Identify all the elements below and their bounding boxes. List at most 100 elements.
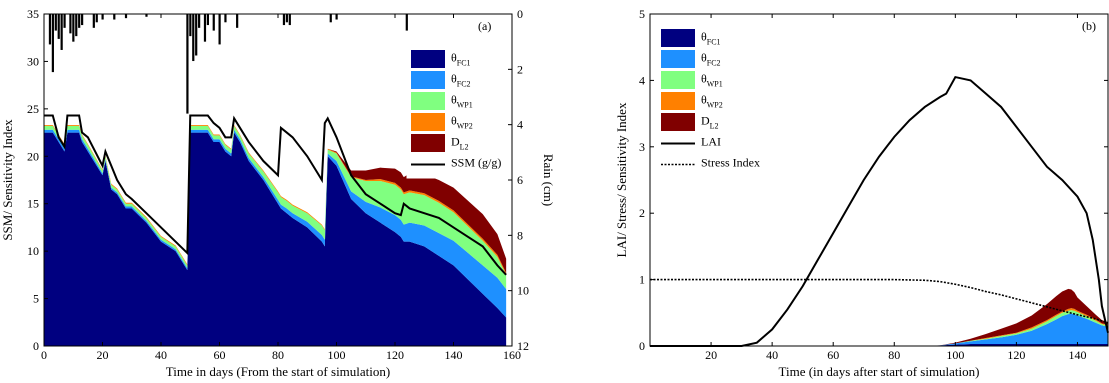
y-tick-label: 15	[27, 197, 39, 211]
line-b-Stress Index	[650, 278, 1109, 324]
legend-label: DL2	[451, 135, 469, 152]
x-axis-label: Time (in days after start of simulation)	[779, 364, 980, 379]
rain-bar	[224, 14, 227, 23]
legend-label-base: θ	[451, 72, 457, 86]
legend-label: θWP1	[451, 93, 473, 110]
rain-bar	[57, 14, 60, 39]
legend-label: θFC1	[451, 51, 471, 68]
legend-label-sub: WP1	[457, 101, 473, 110]
y2-tick-label: 10	[517, 284, 529, 298]
y-tick-label: 20	[27, 149, 39, 163]
legend-label-base: θ	[451, 114, 457, 128]
legend-swatch	[411, 134, 445, 152]
x-tick-label: 160	[503, 348, 521, 362]
area-b-θWP1	[650, 310, 1108, 346]
rain-bar	[186, 14, 189, 114]
legend-label-base: θ	[451, 51, 457, 65]
legend-label: θWP1	[701, 72, 723, 89]
panel-label: (a)	[478, 19, 491, 33]
legend-label: Stress Index	[701, 156, 760, 170]
legend-label-sub: L2	[460, 143, 469, 152]
legend-label-base: θ	[451, 93, 457, 107]
legend-label-sub: FC2	[457, 80, 471, 89]
x-tick-label: 20	[705, 348, 717, 362]
rain-bar	[198, 14, 201, 28]
chart-panel-b: 20 40 60 80 100 120 140 0 1 2 3 4 5 Time (in days aft…	[614, 7, 1109, 379]
y-axis-label: LAI/ Stress/ Sensitivity Index	[614, 102, 629, 257]
rain-bar	[81, 14, 84, 26]
legend-label-sub: L2	[710, 122, 719, 131]
legend-label: SSM (g/g)	[451, 156, 501, 170]
y-tick-label: 4	[639, 73, 645, 87]
rain-bar	[54, 14, 57, 31]
legend-label-sub: WP2	[707, 101, 723, 110]
legend-label-sub: FC2	[707, 59, 721, 68]
x-tick-label: 120	[386, 348, 404, 362]
y-tick-label: 5	[639, 7, 645, 21]
legend-label: θFC2	[451, 72, 471, 89]
legend-label: θFC2	[701, 51, 721, 68]
x-tick-label: 40	[766, 348, 778, 362]
x-axis-label: Time in days (From the start of simulati…	[166, 364, 390, 379]
rain-bar	[48, 14, 52, 45]
y2-tick-label: 8	[517, 228, 523, 242]
x-tick-label: 60	[214, 348, 226, 362]
legend-swatch	[661, 29, 695, 47]
x-tick-label: 60	[827, 348, 839, 362]
rain-bar	[285, 14, 288, 23]
y2-tick-label: 2	[517, 62, 523, 76]
legend-label: θFC1	[701, 30, 721, 47]
y2-tick-label: 4	[517, 118, 523, 132]
legend-label-base: D	[451, 135, 460, 149]
rain-bar	[329, 14, 332, 23]
rain-bar	[113, 14, 116, 20]
y-tick-label: 3	[639, 140, 645, 154]
legend-label-sub: FC1	[457, 59, 471, 68]
y-tick-label: 0	[33, 339, 39, 353]
legend-label-base: θ	[701, 72, 707, 86]
rain-bar	[206, 14, 209, 26]
x-tick-label: 40	[155, 348, 167, 362]
legend-label-sub: WP1	[707, 80, 723, 89]
x-tick-label: 120	[1007, 348, 1025, 362]
legend-swatch	[411, 71, 445, 89]
x-tick-label: 100	[946, 348, 964, 362]
legend-swatch	[661, 50, 695, 68]
rain-bar	[78, 14, 81, 28]
rain-bar	[189, 14, 192, 37]
rain-bar	[195, 14, 198, 56]
rain-bar	[75, 14, 78, 37]
area-b-θWP2	[650, 308, 1108, 346]
chart-panel-a: 0 20 40 60 80 100 120 140 160 0 5 10 15 20 25 30 35 0 2 4 6 8…	[0, 7, 556, 379]
y2-tick-label: 12	[517, 339, 529, 353]
rain-bar	[63, 14, 66, 28]
rain-bar	[95, 14, 98, 23]
y-tick-label: 1	[639, 273, 645, 287]
rain-bar	[192, 14, 195, 62]
legend-label-base: Stress Index	[701, 156, 760, 170]
area-b-DL2	[650, 288, 1108, 346]
x-tick-label: 80	[272, 348, 284, 362]
legend-label-sub: WP2	[457, 122, 473, 131]
legend-swatch	[661, 71, 695, 89]
panel-label: (b)	[1082, 19, 1096, 33]
x-tick-label: 0	[41, 348, 47, 362]
y2-tick-label: 6	[517, 173, 523, 187]
rain-bar	[145, 14, 148, 17]
legend-swatch	[411, 92, 445, 110]
legend-label-base: θ	[701, 30, 707, 44]
rain-bar	[72, 14, 75, 42]
legend-swatch	[661, 113, 695, 131]
area-b-θFC2	[650, 313, 1108, 346]
rain-bar	[51, 14, 54, 73]
rain-bar	[282, 14, 286, 26]
x-tick-label: 100	[328, 348, 346, 362]
y-tick-label: 0	[639, 339, 645, 353]
line-a-SSM (g/g)	[44, 114, 507, 276]
area-a-θFC2	[44, 129, 507, 318]
y-tick-label: 25	[27, 102, 39, 116]
rain-bar	[124, 14, 128, 19]
rain-bar	[288, 14, 291, 26]
area-a-θFC1	[44, 132, 507, 346]
